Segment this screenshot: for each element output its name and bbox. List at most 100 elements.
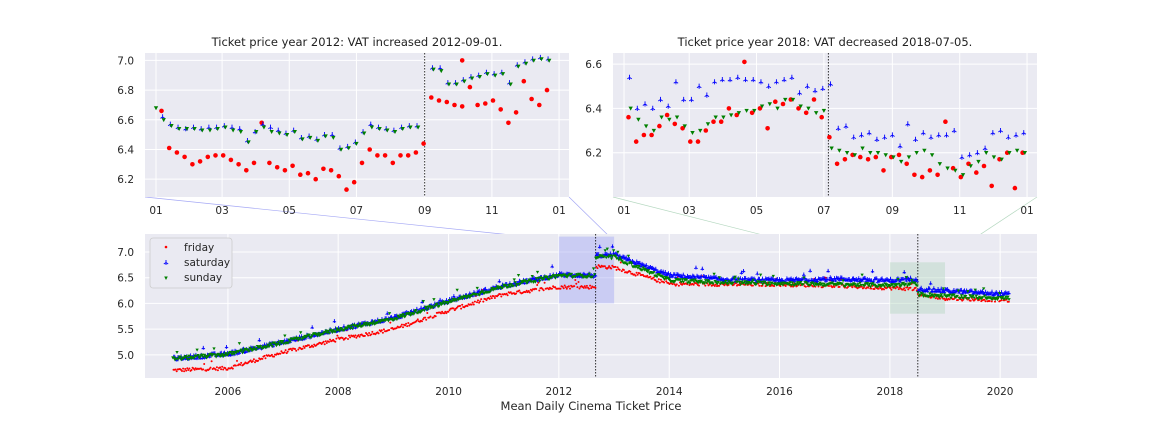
point-friday xyxy=(388,329,391,331)
point-friday xyxy=(380,329,383,332)
y-tick-label: 6.8 xyxy=(117,85,134,97)
point-friday xyxy=(626,114,631,120)
point-friday xyxy=(174,150,180,155)
point-friday xyxy=(582,286,585,289)
point-sunday xyxy=(287,338,291,342)
point-sunday xyxy=(712,272,716,276)
point-friday xyxy=(285,352,288,355)
point-saturday xyxy=(696,83,702,89)
point-friday xyxy=(328,340,330,343)
point-sunday xyxy=(798,104,803,109)
point-sunday xyxy=(237,342,242,346)
point-sunday xyxy=(892,285,896,289)
point-friday xyxy=(889,287,892,290)
point-friday xyxy=(537,102,542,108)
point-friday xyxy=(159,108,164,114)
chart-title-2012: Ticket price year 2012: VAT increased 20… xyxy=(211,35,503,49)
x-tick-label: 01 xyxy=(1020,205,1033,217)
point-saturday xyxy=(866,130,872,136)
point-friday xyxy=(638,272,641,275)
point-sunday xyxy=(161,118,166,123)
point-sunday xyxy=(909,282,913,286)
series-saturday xyxy=(627,74,1027,160)
point-sunday xyxy=(531,58,536,63)
point-friday xyxy=(1012,185,1018,191)
point-friday xyxy=(585,284,588,287)
point-sunday xyxy=(758,273,763,277)
y-tick-label: 6.6 xyxy=(117,115,134,127)
point-sunday xyxy=(537,279,542,283)
point-friday xyxy=(1000,299,1003,302)
point-sunday xyxy=(837,148,842,153)
point-friday xyxy=(877,287,880,290)
point-sunday xyxy=(236,350,240,354)
point-sunday xyxy=(288,340,292,344)
point-friday xyxy=(476,301,478,304)
point-sunday xyxy=(377,319,381,323)
point-sunday xyxy=(898,159,904,164)
point-sunday xyxy=(968,164,973,169)
point-friday xyxy=(279,352,282,355)
point-sunday xyxy=(859,283,863,287)
point-friday xyxy=(252,358,255,361)
point-friday xyxy=(657,278,660,281)
point-friday xyxy=(890,288,893,291)
point-saturday xyxy=(789,74,795,80)
point-friday xyxy=(490,297,493,300)
point-sunday xyxy=(736,277,741,281)
point-friday xyxy=(554,286,557,289)
x-tick-label: 03 xyxy=(215,205,228,217)
point-friday xyxy=(426,312,429,314)
point-sunday xyxy=(338,147,344,152)
point-friday xyxy=(542,289,545,292)
point-friday xyxy=(413,150,419,155)
point-friday xyxy=(524,291,527,294)
point-sunday xyxy=(254,348,258,352)
point-friday xyxy=(665,280,668,283)
point-friday xyxy=(616,266,619,269)
point-sunday xyxy=(736,111,742,116)
point-sunday xyxy=(821,284,825,288)
point-sunday xyxy=(539,57,544,62)
point-friday xyxy=(742,59,747,65)
series-sunday xyxy=(171,247,1011,362)
point-sunday xyxy=(811,282,816,286)
point-friday xyxy=(723,284,726,287)
point-sunday xyxy=(252,346,256,350)
point-friday xyxy=(251,360,254,363)
point-sunday xyxy=(254,129,259,134)
point-sunday xyxy=(403,314,408,318)
point-sunday xyxy=(913,281,917,285)
point-sunday xyxy=(999,157,1004,162)
point-friday xyxy=(440,312,442,315)
point-friday xyxy=(436,98,442,103)
point-saturday xyxy=(642,101,648,107)
point-saturday xyxy=(944,132,949,138)
point-friday xyxy=(649,275,652,278)
point-sunday xyxy=(1022,150,1028,155)
point-friday xyxy=(475,102,480,108)
point-friday xyxy=(473,300,476,303)
point-sunday xyxy=(904,275,909,279)
point-friday xyxy=(828,285,830,287)
point-sunday xyxy=(891,155,896,160)
data-points-2012 xyxy=(153,54,552,192)
point-friday xyxy=(589,284,592,287)
point-friday xyxy=(927,168,933,173)
point-saturday xyxy=(990,289,994,294)
point-friday xyxy=(367,334,370,337)
point-friday xyxy=(325,342,328,344)
point-sunday xyxy=(258,344,263,348)
point-sunday xyxy=(474,293,478,297)
point-friday xyxy=(577,281,580,283)
point-sunday xyxy=(982,287,986,291)
point-friday xyxy=(445,312,448,315)
point-sunday xyxy=(881,283,885,287)
point-sunday xyxy=(239,348,244,352)
point-sunday xyxy=(820,282,824,286)
point-saturday xyxy=(998,127,1004,134)
point-sunday xyxy=(207,128,213,133)
point-friday xyxy=(688,139,693,144)
point-saturday xyxy=(741,268,746,273)
point-friday xyxy=(274,165,280,170)
